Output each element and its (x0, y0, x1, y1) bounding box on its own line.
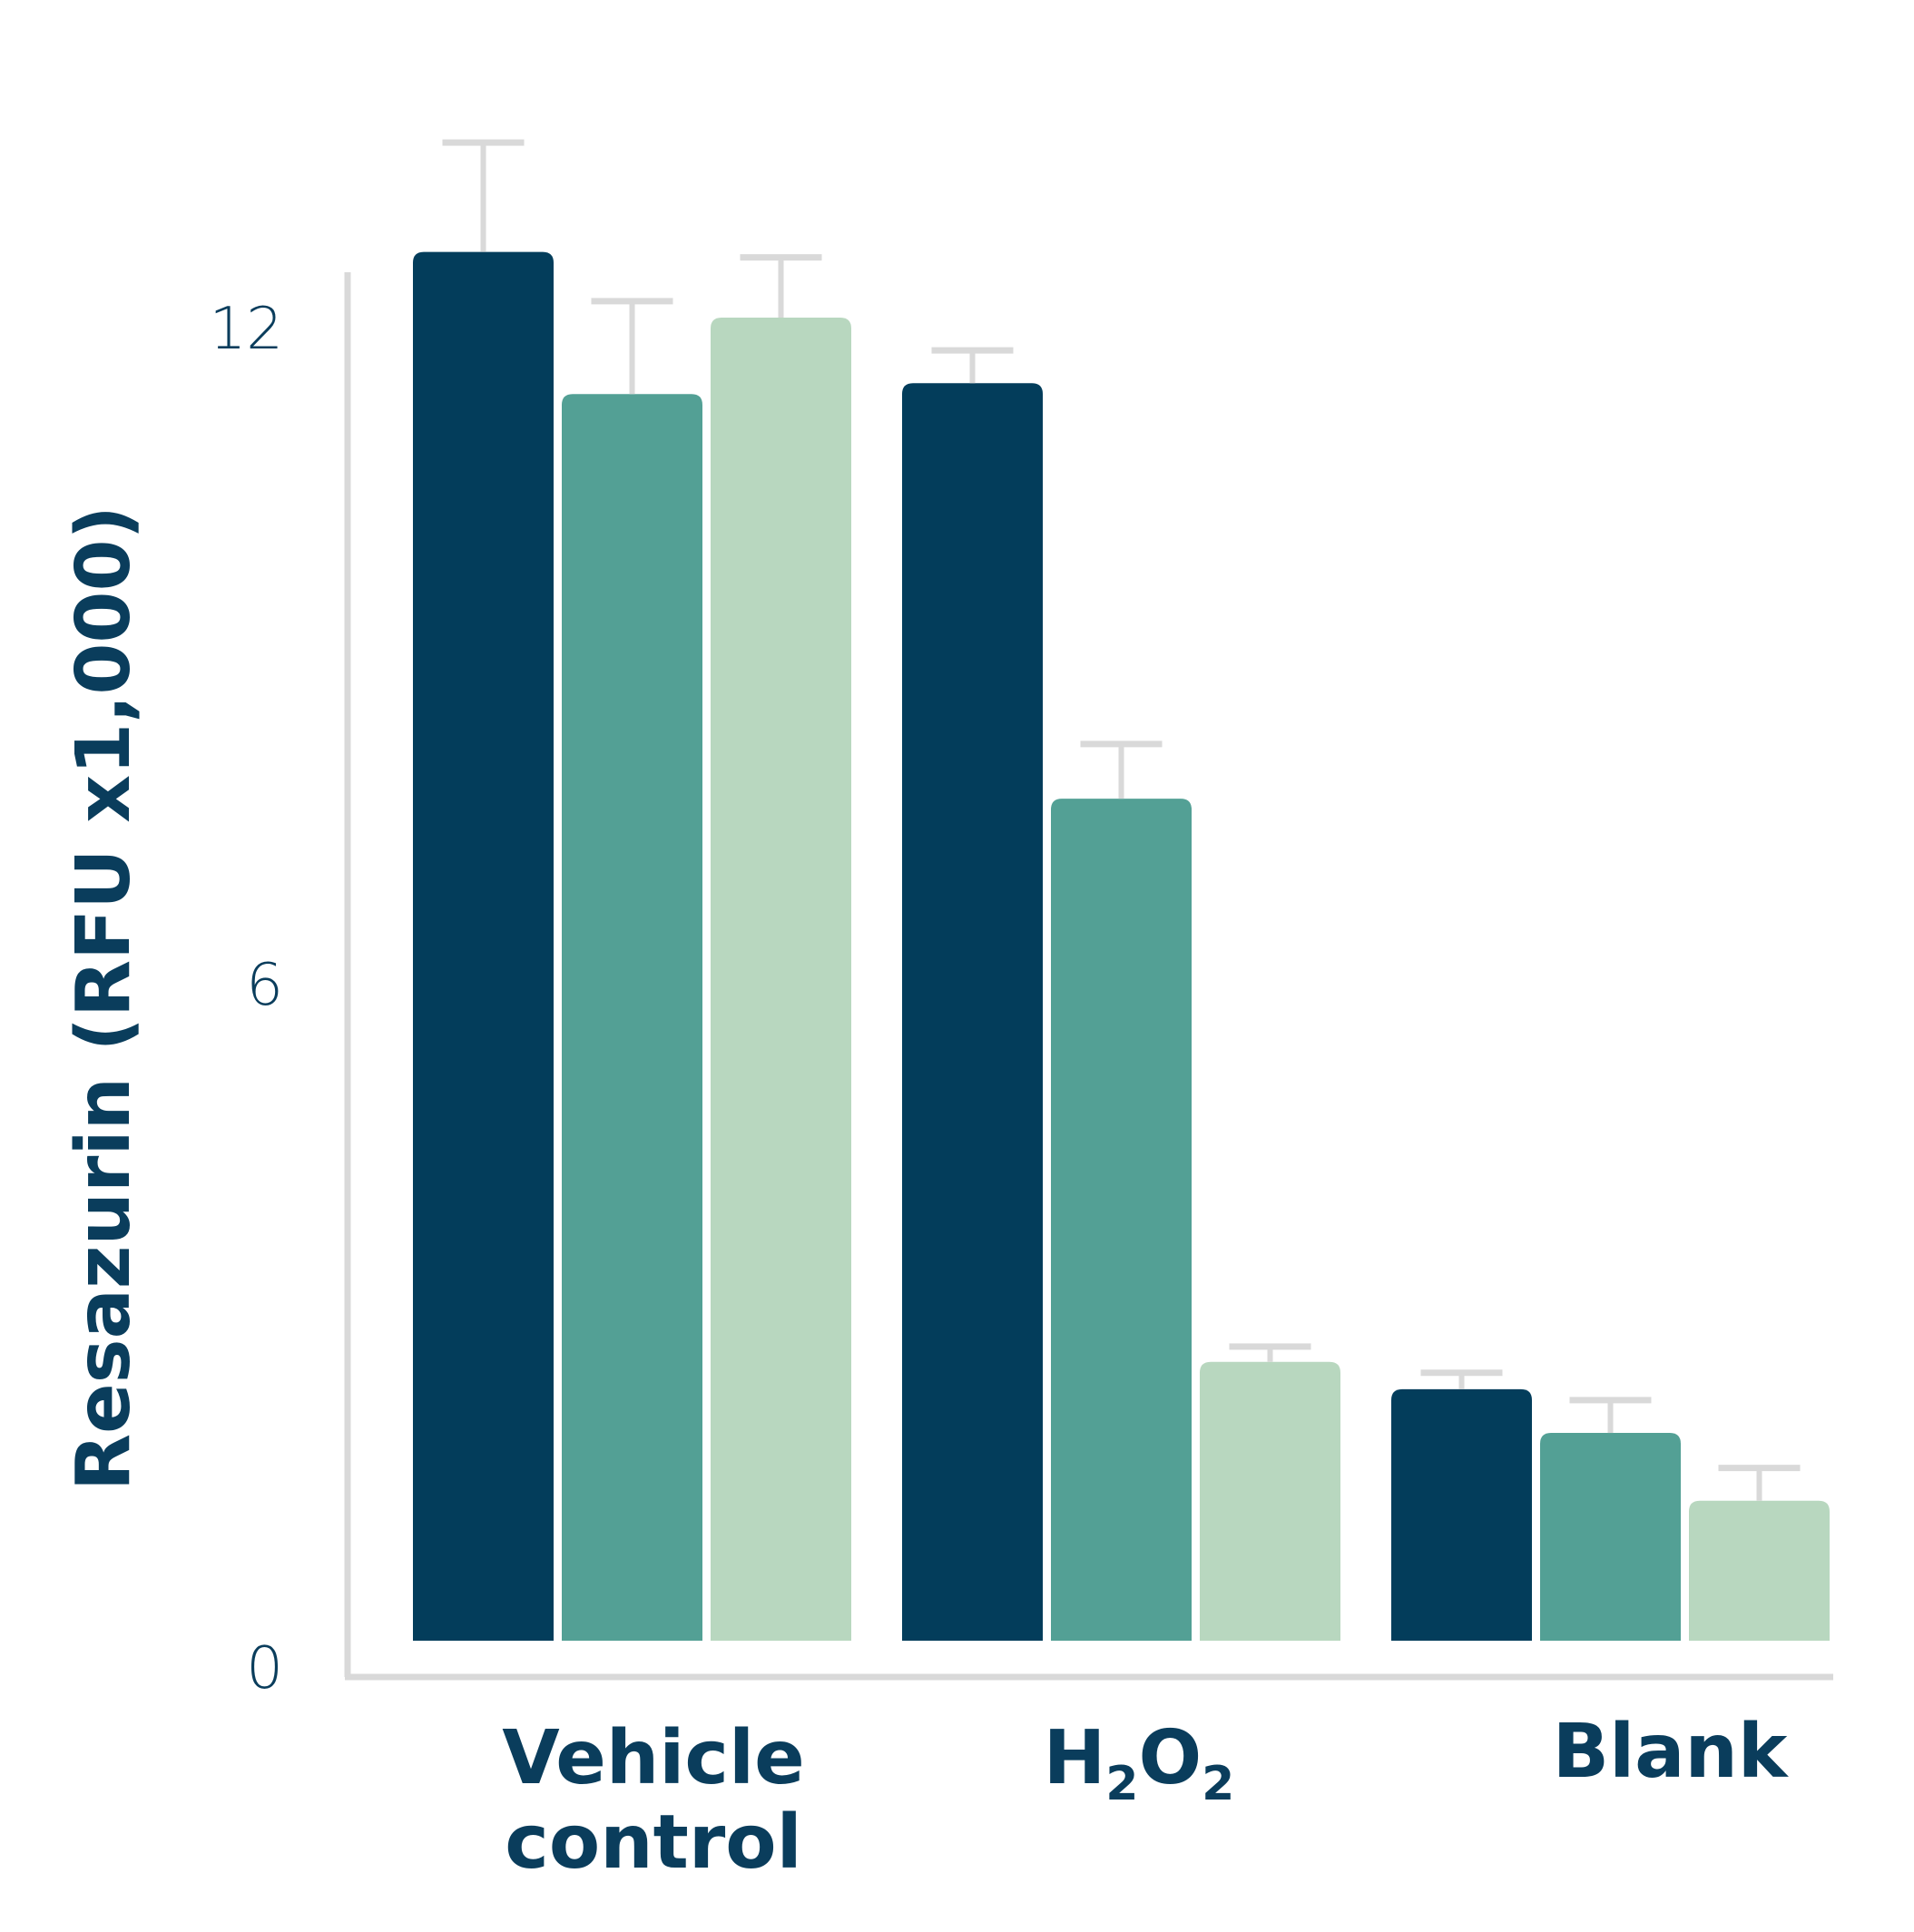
bar (1391, 1388, 1532, 1641)
y-axis-label: Resazurin (RFU x1,000) (61, 505, 147, 1491)
axes (344, 272, 1833, 1681)
bar (902, 383, 1043, 1641)
bars (413, 251, 1830, 1642)
bar (413, 251, 554, 1641)
x-category-label: Vehicle (502, 1715, 804, 1801)
y-tick-label: 0 (246, 1635, 283, 1702)
y-tick-label: 12 (210, 296, 283, 363)
bar (1051, 799, 1192, 1641)
bar (1540, 1433, 1681, 1641)
error-bars (442, 139, 1801, 1501)
x-category-label: control (505, 1800, 801, 1886)
y-tick-labels: 0 6 12 (210, 296, 283, 1702)
y-tick-label: 6 (246, 952, 283, 1019)
bar (1200, 1361, 1340, 1641)
bar (711, 317, 851, 1642)
bar (1689, 1500, 1830, 1641)
x-category-label: H2O2 (1044, 1715, 1235, 1811)
bar (562, 394, 702, 1641)
x-category-label: Blank (1553, 1709, 1790, 1795)
